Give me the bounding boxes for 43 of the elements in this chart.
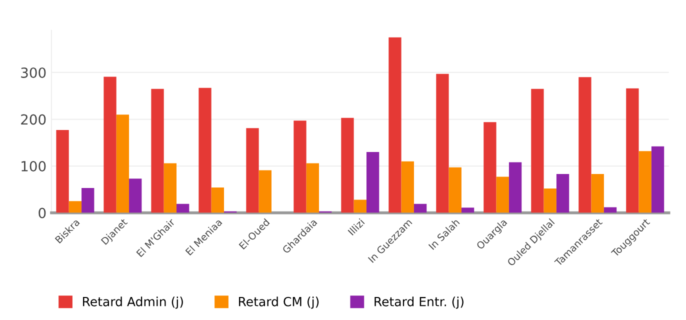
bar <box>151 88 164 213</box>
bar <box>638 151 652 213</box>
bar <box>354 200 366 213</box>
bar <box>68 201 82 213</box>
bar <box>651 146 664 213</box>
bar <box>388 37 402 213</box>
bar <box>578 77 592 213</box>
bar <box>508 162 522 213</box>
y-tick-label: 100 <box>22 161 46 172</box>
y-tick-label: 300 <box>21 67 46 78</box>
bar <box>556 174 570 213</box>
y-tick-label: 200 <box>21 114 46 125</box>
legend-label: Retard Entr. (j) <box>374 296 464 309</box>
legend-label: Retard Admin (j) <box>82 296 183 309</box>
bar <box>401 161 414 213</box>
bar <box>496 176 509 213</box>
bar <box>129 178 142 213</box>
bar <box>294 120 306 213</box>
bar <box>56 130 69 213</box>
bar <box>436 74 449 213</box>
bar <box>306 163 319 213</box>
bar <box>176 204 190 213</box>
bar <box>604 207 617 213</box>
bar <box>626 88 639 213</box>
bar <box>246 128 259 213</box>
bar <box>366 152 380 213</box>
y-tick-label: 0 <box>38 208 46 218</box>
bar <box>258 170 272 213</box>
bar <box>484 122 496 213</box>
bar <box>211 188 224 213</box>
bar <box>591 174 604 213</box>
bar <box>531 88 544 213</box>
bar <box>448 167 462 213</box>
bar <box>116 114 130 213</box>
bar <box>461 208 474 213</box>
legend-label: Retard CM (j) <box>238 296 319 309</box>
bar <box>104 76 116 213</box>
bar <box>82 188 94 213</box>
bar <box>414 204 427 213</box>
bar <box>198 88 212 213</box>
bar <box>164 163 177 213</box>
bar <box>544 188 556 213</box>
bar <box>341 118 354 213</box>
